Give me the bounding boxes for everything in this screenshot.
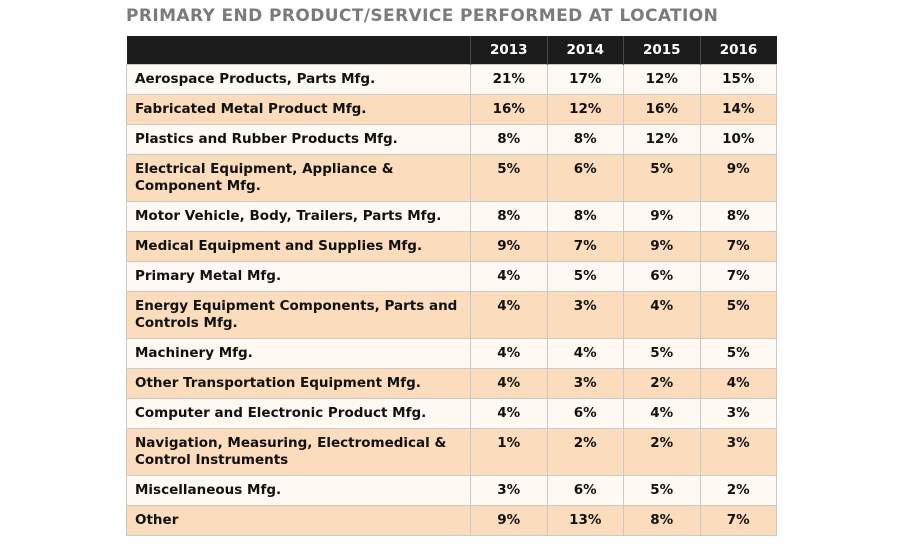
value-cell: 16% (470, 94, 548, 125)
value-cell: 2% (623, 428, 701, 476)
value-cell: 4% (546, 338, 624, 369)
value-cell: 8% (470, 124, 548, 155)
value-cell: 3% (546, 291, 624, 339)
table-row: Motor Vehicle, Body, Trailers, Parts Mfg… (126, 201, 777, 232)
row-label: Other (126, 505, 471, 536)
table-row: Medical Equipment and Supplies Mfg. 9% 7% 9… (126, 231, 777, 262)
value-cell: 5% (699, 291, 777, 339)
value-cell: 12% (546, 94, 624, 125)
header-cell-category (126, 36, 471, 65)
value-cell: 4% (699, 368, 777, 399)
header-cell-year: 2013 (470, 36, 547, 65)
row-label: Other Transportation Equipment Mfg. (126, 368, 471, 399)
value-cell: 5% (546, 261, 624, 292)
value-cell: 6% (546, 398, 624, 429)
value-cell: 3% (699, 398, 777, 429)
table-row: Fabricated Metal Product Mfg. 16% 12% 16% 14… (126, 94, 777, 125)
value-cell: 9% (699, 154, 777, 202)
row-label: Plastics and Rubber Products Mfg. (126, 124, 471, 155)
value-cell: 5% (623, 154, 701, 202)
value-cell: 2% (623, 368, 701, 399)
value-cell: 17% (546, 64, 624, 95)
row-label: Motor Vehicle, Body, Trailers, Parts Mfg… (126, 201, 471, 232)
header-row: 2013 2014 2015 2016 (126, 36, 777, 65)
table-row: Electrical Equipment, Appliance & Compon… (126, 154, 777, 202)
row-label: Fabricated Metal Product Mfg. (126, 94, 471, 125)
value-cell: 15% (699, 64, 777, 95)
table-row: Navigation, Measuring, Electromedical & … (126, 428, 777, 476)
table-row: Miscellaneous Mfg. 3% 6% 5% 2% (126, 475, 777, 506)
value-cell: 4% (623, 291, 701, 339)
value-cell: 5% (623, 338, 701, 369)
table-row: Energy Equipment Components, Parts and C… (126, 291, 777, 339)
value-cell: 6% (623, 261, 701, 292)
value-cell: 9% (623, 201, 701, 232)
value-cell: 6% (546, 154, 624, 202)
value-cell: 8% (699, 201, 777, 232)
row-label: Energy Equipment Components, Parts and C… (126, 291, 471, 339)
value-cell: 7% (699, 231, 777, 262)
value-cell: 7% (546, 231, 624, 262)
value-cell: 3% (699, 428, 777, 476)
row-label: Medical Equipment and Supplies Mfg. (126, 231, 471, 262)
value-cell: 7% (699, 261, 777, 292)
value-cell: 16% (623, 94, 701, 125)
value-cell: 3% (470, 475, 548, 506)
value-cell: 4% (470, 368, 548, 399)
value-cell: 9% (470, 505, 548, 536)
value-cell: 14% (699, 94, 777, 125)
row-label: Navigation, Measuring, Electromedical & … (126, 428, 471, 476)
header-cell-year: 2014 (546, 36, 624, 65)
value-cell: 2% (699, 475, 777, 506)
value-cell: 9% (470, 231, 548, 262)
row-label: Miscellaneous Mfg. (126, 475, 471, 506)
row-label: Aerospace Products, Parts Mfg. (126, 64, 471, 95)
value-cell: 8% (623, 505, 701, 536)
table-row: Other Transportation Equipment Mfg. 4% 3% 2… (126, 368, 777, 399)
value-cell: 13% (546, 505, 624, 536)
value-cell: 5% (623, 475, 701, 506)
header-cell-year: 2015 (623, 36, 700, 65)
table-row: Machinery Mfg. 4% 4% 5% 5% (126, 338, 777, 369)
value-cell: 5% (699, 338, 777, 369)
table-row: Plastics and Rubber Products Mfg. 8% 8% 12%… (126, 124, 777, 155)
value-cell: 21% (470, 64, 548, 95)
header-cell-year: 2016 (699, 36, 777, 65)
value-cell: 4% (470, 261, 548, 292)
value-cell: 2% (546, 428, 624, 476)
value-cell: 6% (546, 475, 624, 506)
value-cell: 10% (699, 124, 777, 155)
row-label: Computer and Electronic Product Mfg. (126, 398, 471, 429)
table-row: Other 9% 13% 8% 7% (126, 505, 777, 536)
value-cell: 7% (699, 505, 777, 536)
value-cell: 5% (470, 154, 548, 202)
table-row: Computer and Electronic Product Mfg. 4% 6%… (126, 398, 777, 429)
value-cell: 9% (623, 231, 701, 262)
value-cell: 4% (470, 398, 548, 429)
row-label: Electrical Equipment, Appliance & Compon… (126, 154, 471, 202)
table-row: Aerospace Products, Parts Mfg. 21% 17% 12% 1… (126, 64, 777, 95)
value-cell: 12% (623, 64, 701, 95)
row-label: Machinery Mfg. (126, 338, 471, 369)
value-cell: 1% (470, 428, 548, 476)
value-cell: 3% (546, 368, 624, 399)
value-cell: 8% (546, 124, 624, 155)
value-cell: 8% (546, 201, 624, 232)
value-cell: 4% (470, 291, 548, 339)
value-cell: 4% (470, 338, 548, 369)
row-label: Primary Metal Mfg. (126, 261, 471, 292)
value-cell: 12% (623, 124, 701, 155)
table-title: PRIMARY END PRODUCT/SERVICE PERFORMED AT… (126, 6, 719, 26)
end-product-table: 2013 2014 2015 2016 Aerospace Products, … (126, 36, 777, 536)
table-row: Primary Metal Mfg. 4% 5% 6% 7% (126, 261, 777, 292)
value-cell: 4% (623, 398, 701, 429)
value-cell: 8% (470, 201, 548, 232)
